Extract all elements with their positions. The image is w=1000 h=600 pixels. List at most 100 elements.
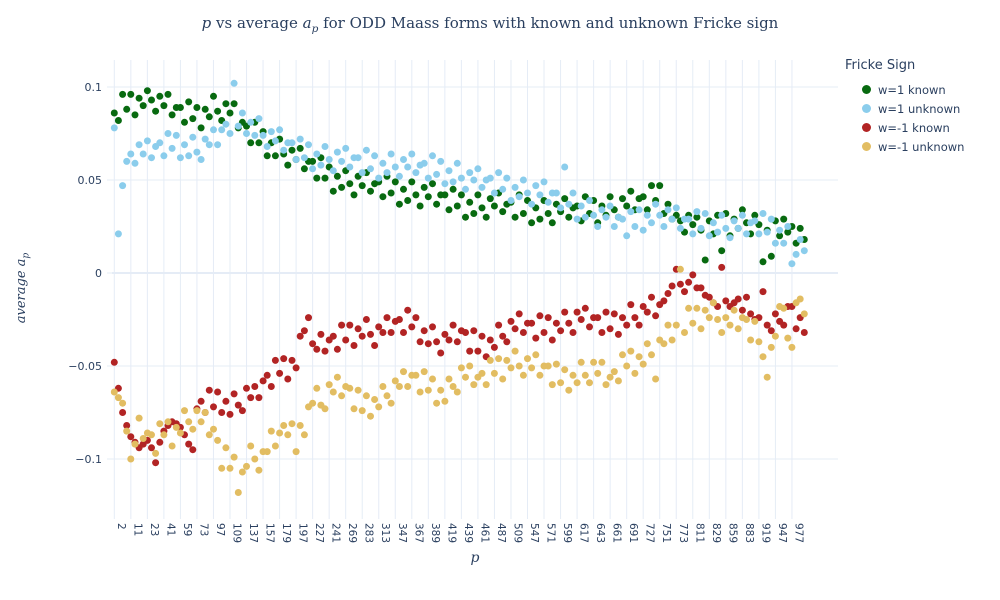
data-point (325, 156, 333, 163)
y-axis-title: average ap (14, 188, 32, 388)
data-point (445, 206, 453, 214)
data-point (784, 228, 792, 236)
x-tick-label: 829 (710, 523, 722, 543)
data-point (499, 208, 507, 216)
legend-item[interactable]: w=-1 unknown (845, 137, 964, 156)
data-point (358, 332, 366, 340)
data-point (156, 139, 164, 147)
data-point (420, 183, 428, 191)
data-point (197, 124, 205, 132)
y-tick-label: −0.1 (75, 453, 102, 466)
data-point (119, 399, 127, 407)
data-point (606, 193, 614, 201)
data-point (528, 219, 536, 227)
data-point (532, 334, 540, 342)
legend-marker-icon (862, 123, 871, 132)
data-point (247, 118, 255, 126)
legend-item[interactable]: w=1 known (845, 80, 964, 99)
data-point (313, 174, 321, 182)
x-tick-label: 313 (379, 523, 391, 543)
data-point (329, 388, 337, 396)
data-point (383, 392, 391, 400)
data-point (697, 284, 705, 292)
data-point (453, 202, 461, 210)
legend-item-label: w=1 known (878, 82, 946, 97)
data-point (139, 435, 147, 442)
data-point (110, 109, 118, 117)
data-point (474, 347, 482, 355)
legend-item[interactable]: w=1 unknown (845, 99, 964, 118)
data-point (267, 128, 275, 136)
data-point (226, 130, 234, 137)
data-point (734, 295, 742, 303)
data-point (176, 104, 184, 111)
data-point (205, 431, 213, 439)
data-point (222, 100, 230, 108)
data-point (619, 351, 626, 359)
data-point (771, 332, 779, 340)
data-point (123, 422, 131, 429)
data-point (412, 371, 420, 379)
data-point (627, 301, 635, 309)
data-point (598, 206, 606, 214)
data-point (462, 329, 469, 336)
data-point (367, 412, 374, 420)
data-point (420, 159, 428, 167)
data-point (627, 347, 635, 355)
data-point (565, 386, 573, 394)
data-point (800, 310, 808, 318)
data-point (594, 369, 602, 377)
data-point (693, 213, 701, 221)
data-point (400, 156, 407, 163)
data-point (643, 206, 651, 214)
data-point (230, 79, 238, 87)
data-point (309, 157, 317, 165)
series-w-1-unknown (110, 79, 808, 268)
data-point (189, 115, 197, 123)
data-point (185, 98, 193, 106)
data-point (796, 224, 804, 232)
data-point (747, 310, 755, 318)
data-point (185, 152, 193, 160)
data-point (222, 444, 230, 452)
y-tick-label: −0.05 (68, 360, 102, 373)
data-point (689, 230, 697, 238)
data-point (234, 489, 242, 496)
data-point (619, 195, 626, 203)
data-point (528, 364, 536, 372)
data-point (676, 280, 684, 288)
data-point (267, 383, 275, 390)
data-point (573, 308, 581, 316)
data-point (193, 407, 201, 415)
data-point (226, 464, 234, 472)
data-point (627, 187, 635, 195)
data-point (569, 329, 577, 336)
data-point (135, 94, 143, 102)
data-point (346, 384, 354, 392)
data-point (362, 146, 370, 154)
legend-item[interactable]: w=-1 known (845, 118, 964, 137)
data-point (156, 92, 164, 100)
data-point (490, 202, 498, 210)
data-point (329, 167, 337, 175)
data-point (602, 308, 610, 316)
data-point (189, 133, 197, 141)
data-point (776, 232, 784, 240)
data-point (400, 329, 407, 336)
chart-title-text: vs average (211, 14, 303, 32)
data-point (490, 189, 498, 197)
data-point (305, 314, 312, 322)
data-point (313, 150, 321, 158)
data-point (714, 228, 722, 236)
data-point (780, 215, 788, 223)
data-point (594, 314, 602, 322)
data-point (181, 141, 188, 149)
x-tick-label: 947 (776, 523, 788, 543)
data-point (751, 317, 759, 325)
data-point (214, 107, 222, 115)
data-point (664, 290, 672, 297)
data-point (635, 353, 643, 361)
data-point (648, 351, 655, 359)
data-point (441, 397, 449, 405)
data-point (466, 347, 474, 355)
